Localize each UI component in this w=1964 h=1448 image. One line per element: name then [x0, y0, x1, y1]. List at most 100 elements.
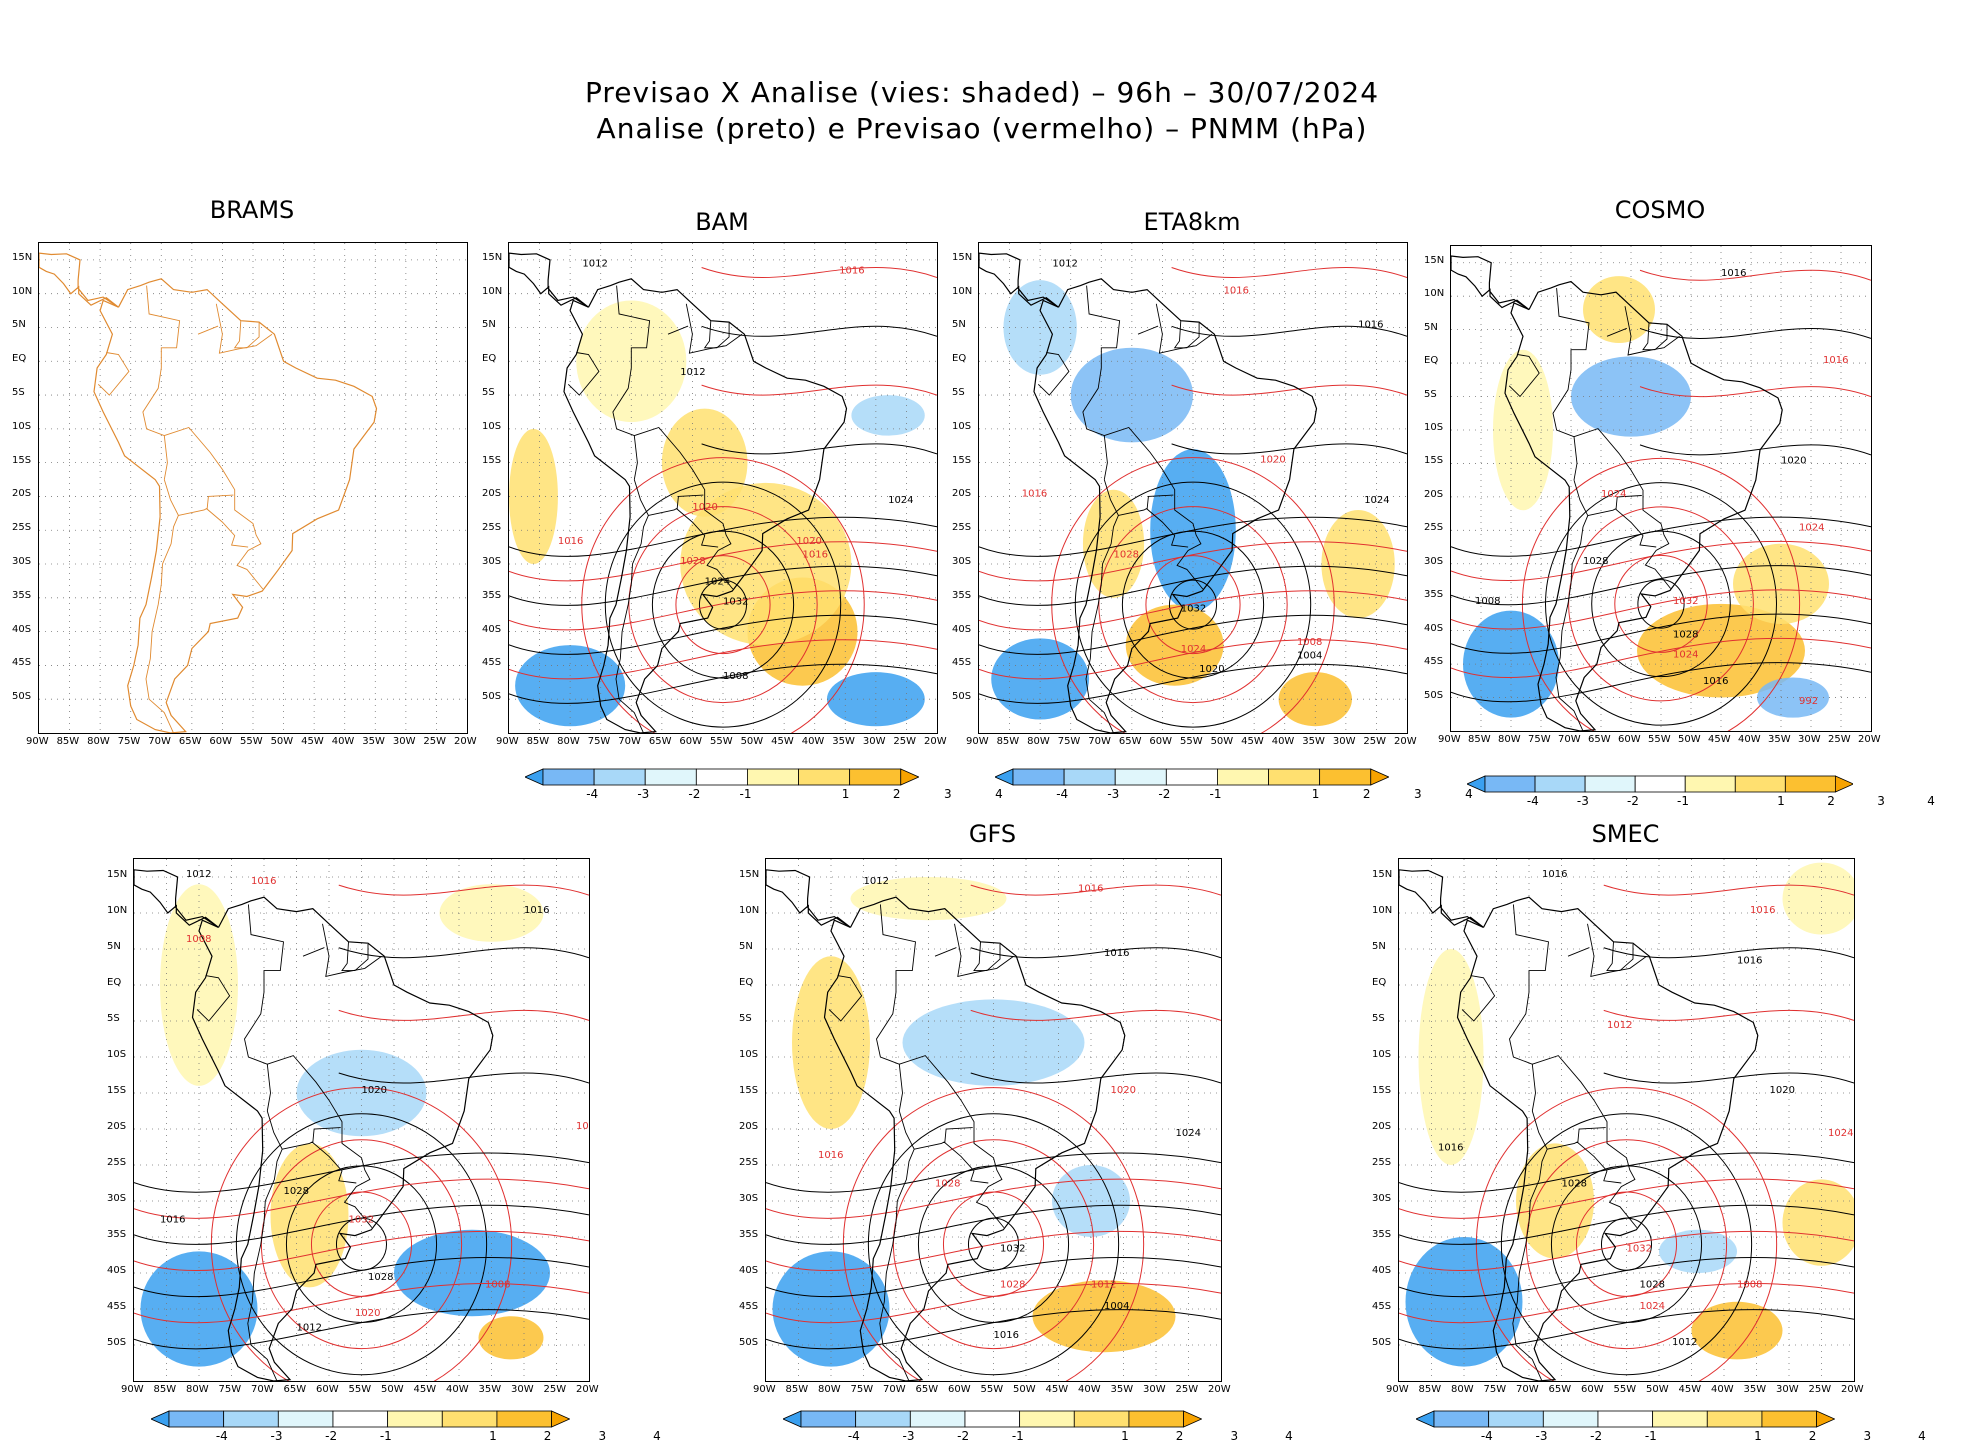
- colorbar-swatch: [1416, 1410, 1435, 1428]
- x-tick-label: 90W: [26, 736, 49, 747]
- y-tick-label: 30S: [1424, 555, 1444, 567]
- country-border: [282, 1141, 357, 1184]
- x-tick-label: 70W: [618, 736, 641, 747]
- colorbar-swatch: [1166, 768, 1218, 786]
- contour-label: 1020: [1260, 455, 1285, 466]
- y-tick-label: 10S: [107, 1049, 127, 1060]
- x-tick-label: 90W: [121, 1384, 144, 1395]
- x-tick-label: 60W: [316, 1384, 339, 1395]
- colorbar-swatch: [1183, 1410, 1202, 1428]
- colorbar-swatch: [1707, 1410, 1763, 1428]
- y-tick-label: EQ: [12, 353, 27, 365]
- contour-label: 1020: [1111, 1085, 1136, 1096]
- colorbar-swatch: [593, 768, 646, 786]
- y-tick-label: 50S: [12, 691, 32, 703]
- country-border: [954, 923, 1014, 977]
- x-tick-label: 20W: [454, 736, 477, 747]
- x-tick-label: 90W: [1386, 1384, 1409, 1395]
- bias-shade: [851, 395, 925, 436]
- pressure-contour: [1399, 1283, 1854, 1324]
- country-border: [142, 285, 181, 480]
- y-tick-label: 15N: [739, 869, 760, 880]
- contour-label: 1012: [297, 1323, 322, 1334]
- x-tick-label: 55W: [1180, 736, 1203, 747]
- coastline: [134, 869, 219, 928]
- x-tick-label: 80W: [1498, 734, 1521, 745]
- y-tick-label: 15S: [107, 1085, 127, 1096]
- pressure-contour: [1451, 540, 1871, 582]
- contour-label: 1028: [680, 556, 705, 567]
- x-tick-label: 90W: [496, 736, 519, 747]
- contour-label: 1028: [1583, 556, 1608, 567]
- colorbar-label: 4: [1927, 794, 1935, 808]
- x-tick-label: 70W: [1516, 1384, 1539, 1395]
- y-tick-label: 15N: [12, 251, 33, 263]
- y-tick-label: 20S: [1424, 488, 1444, 500]
- pressure-contour: [979, 516, 1407, 557]
- contour-label: 1020: [1781, 455, 1806, 466]
- y-tick-label: 40S: [12, 623, 32, 635]
- country-border: [1547, 1141, 1622, 1184]
- country-border: [267, 1055, 373, 1228]
- country-border: [1082, 285, 1121, 480]
- x-tick-label: 40W: [1711, 1384, 1734, 1395]
- pressure-contour: [970, 884, 1221, 896]
- x-tick-label: 30W: [511, 1384, 534, 1395]
- y-tick-label: 35S: [107, 1229, 127, 1240]
- y-tick-label: 40S: [952, 623, 972, 635]
- colorbar-swatch: [1128, 1410, 1185, 1428]
- contour-label: 1012: [582, 259, 607, 270]
- x-tick-label: 85W: [153, 1384, 177, 1395]
- pressure-contour: [1098, 506, 1288, 704]
- x-tick-label: 65W: [283, 1384, 307, 1395]
- x-tick-label: 25W: [893, 736, 917, 747]
- x-tick-label: 40W: [1738, 734, 1761, 745]
- y-tick-label: 25S: [1424, 522, 1444, 534]
- x-tick-label: 40W: [1271, 736, 1295, 747]
- y-tick-label: 5S: [1372, 1013, 1385, 1024]
- panel-title-smec: SMEC: [1591, 820, 1660, 848]
- colorbar-swatch: [542, 768, 595, 786]
- pressure-contour: [766, 1283, 1221, 1324]
- y-tick-label: 10S: [1424, 421, 1444, 433]
- country-border: [676, 494, 704, 510]
- x-tick-label: 65W: [915, 1384, 939, 1395]
- y-tick-label: 40S: [107, 1265, 127, 1276]
- x-tick-label: 25W: [1363, 736, 1387, 747]
- map-frame-eta8km: 1012 1016 1016 1020 1024 1028 1032 1024 1020 1008…: [978, 242, 1408, 734]
- country-border: [341, 941, 369, 972]
- pressure-contour: [1399, 1204, 1854, 1245]
- pressure-contour: [1603, 947, 1854, 959]
- x-tick-label: 60W: [679, 736, 703, 747]
- country-border: [1461, 975, 1496, 1022]
- colorbar-swatch: [900, 768, 919, 786]
- colorbar-swatch: [855, 1410, 911, 1428]
- pressure-contour: [338, 1072, 589, 1084]
- colorbar-swatch: [783, 1410, 802, 1428]
- y-tick-label: 5N: [12, 319, 26, 331]
- y-tick-label: 30S: [1372, 1193, 1392, 1204]
- contour-label: 1016: [524, 905, 549, 916]
- pressure-contour: [970, 1009, 1221, 1021]
- colorbar-swatch: [1063, 768, 1116, 786]
- x-tick-label: 50W: [270, 736, 294, 747]
- contour-label: 1008: [186, 934, 211, 945]
- pressure-contour: [604, 481, 842, 728]
- pressure-contour: [1637, 579, 1685, 629]
- contour-label: 1012: [864, 876, 889, 887]
- x-tick-label: 35W: [1743, 1384, 1767, 1395]
- y-tick-label: 35S: [739, 1229, 759, 1240]
- pressure-contour: [1171, 384, 1407, 396]
- pressure-contour: [1451, 662, 1871, 703]
- colorbar-swatch: [644, 768, 697, 786]
- contour-label: 1024: [888, 495, 913, 506]
- x-tick-label: 55W: [980, 1384, 1004, 1395]
- colorbar-label: -1: [1677, 794, 1689, 808]
- contour-label: 1032: [349, 1215, 374, 1226]
- country-border: [1532, 1055, 1638, 1228]
- contour-label: 1016: [1022, 488, 1047, 499]
- x-tick-label: 25W: [423, 736, 447, 747]
- x-tick-label: 25W: [1828, 734, 1851, 745]
- x-tick-label: 90W: [1438, 734, 1461, 745]
- title-line-1: Previsao X Analise (vies: shaded) – 96h …: [584, 76, 1380, 109]
